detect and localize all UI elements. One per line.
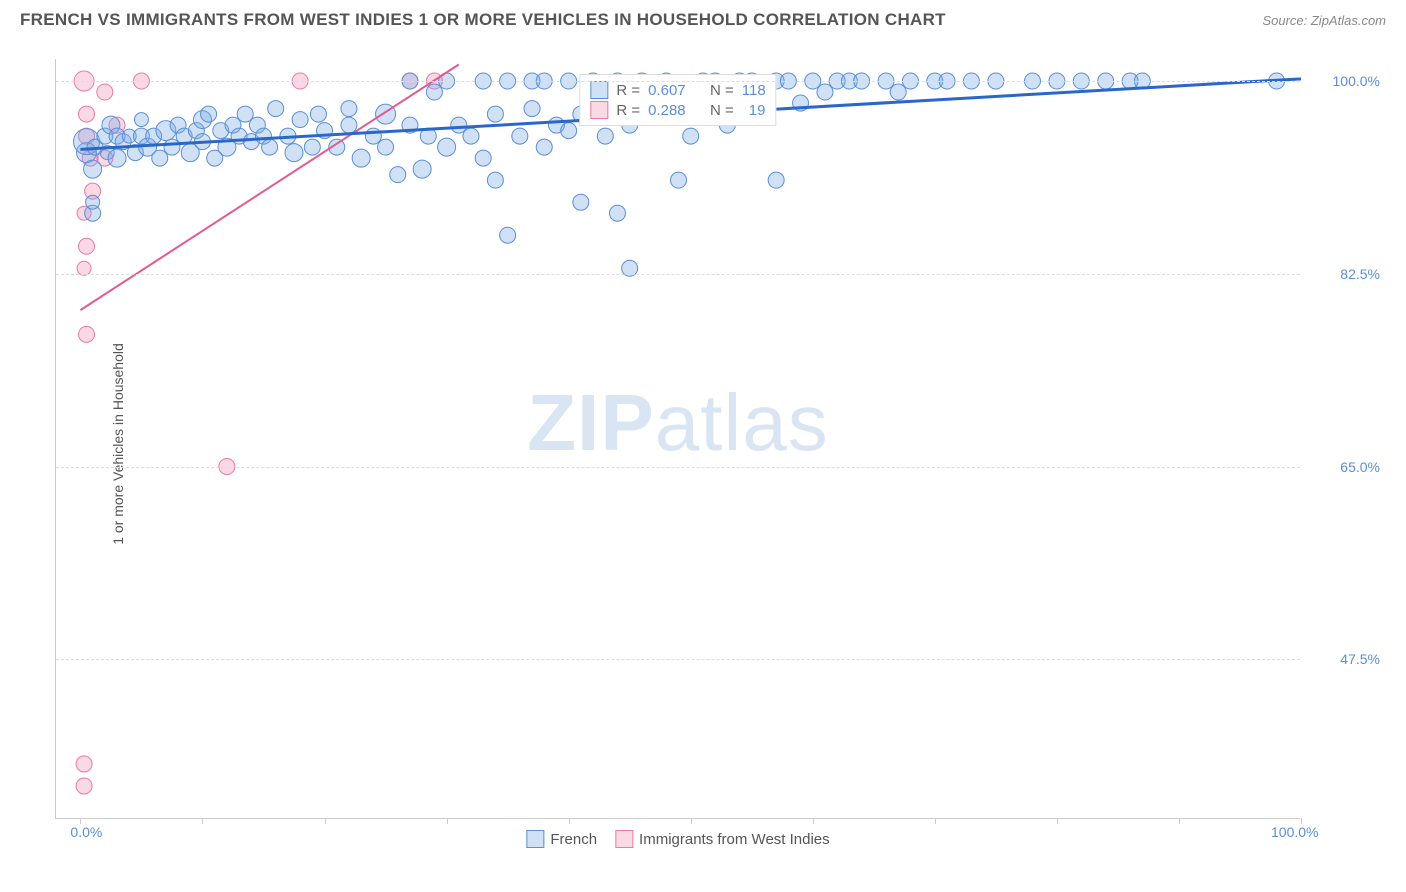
- y-tick-label: 65.0%: [1340, 459, 1380, 475]
- n-label: N =: [710, 82, 734, 99]
- data-point: [79, 238, 95, 254]
- data-point: [341, 101, 357, 117]
- x-tick: [813, 818, 814, 824]
- data-point: [365, 128, 381, 144]
- data-point: [108, 149, 126, 167]
- x-tick: [569, 818, 570, 824]
- x-tick: [1179, 818, 1180, 824]
- data-point: [76, 778, 92, 794]
- r-value-wi: 0.288: [648, 102, 686, 119]
- data-point: [573, 194, 589, 210]
- legend-item-wi: Immigrants from West Indies: [615, 830, 830, 848]
- gridline: [56, 274, 1300, 275]
- data-point: [463, 128, 479, 144]
- x-tick: [1057, 818, 1058, 824]
- data-point: [390, 167, 406, 183]
- swatch-french-icon: [526, 830, 544, 848]
- legend-label-wi: Immigrants from West Indies: [639, 831, 830, 848]
- data-point: [524, 101, 540, 117]
- data-point: [86, 195, 100, 209]
- data-point: [378, 139, 394, 155]
- data-point: [79, 106, 95, 122]
- source-label: Source: ZipAtlas.com: [1262, 13, 1386, 28]
- data-point: [671, 172, 687, 188]
- plot-area: ZIPatlas R = 0.607 N = 118 R = 0.288 N =…: [55, 59, 1300, 819]
- y-tick-label: 82.5%: [1340, 266, 1380, 282]
- data-point: [597, 128, 613, 144]
- x-tick: [202, 818, 203, 824]
- y-tick-label: 47.5%: [1340, 651, 1380, 667]
- data-point: [438, 138, 456, 156]
- data-point: [413, 160, 431, 178]
- data-point: [451, 117, 467, 133]
- data-point: [268, 101, 284, 117]
- n-value-french: 118: [742, 82, 766, 99]
- legend-stats-row-french: R = 0.607 N = 118: [590, 81, 765, 99]
- x-tick: [935, 818, 936, 824]
- x-tick: [325, 818, 326, 824]
- data-point: [310, 106, 326, 122]
- data-point: [152, 150, 168, 166]
- gridline: [56, 467, 1300, 468]
- data-point: [76, 756, 92, 772]
- data-point: [512, 128, 528, 144]
- data-point: [341, 117, 357, 133]
- chart-container: 1 or more Vehicles in Household ZIPatlas…: [35, 44, 1385, 844]
- x-tick-label-min: 0.0%: [70, 824, 102, 840]
- chart-title: FRENCH VS IMMIGRANTS FROM WEST INDIES 1 …: [20, 10, 946, 30]
- swatch-wi-icon: [590, 101, 608, 119]
- r-value-french: 0.607: [648, 82, 686, 99]
- data-point: [426, 84, 442, 100]
- data-point: [304, 139, 320, 155]
- data-point: [890, 84, 906, 100]
- r-label: R =: [616, 82, 640, 99]
- y-tick-label: 100.0%: [1333, 73, 1380, 89]
- data-point: [817, 84, 833, 100]
- n-value-wi: 19: [742, 102, 766, 119]
- x-tick-label-max: 100.0%: [1271, 824, 1318, 840]
- data-point: [285, 144, 303, 162]
- legend-series: French Immigrants from West Indies: [526, 830, 829, 848]
- data-point: [134, 113, 148, 127]
- swatch-wi-icon: [615, 830, 633, 848]
- x-tick: [691, 818, 692, 824]
- data-point: [201, 106, 217, 122]
- x-tick: [447, 818, 448, 824]
- data-point: [352, 149, 370, 167]
- data-point: [84, 160, 102, 178]
- data-point: [292, 112, 308, 128]
- data-point: [475, 150, 491, 166]
- data-point: [97, 84, 113, 100]
- data-point: [536, 139, 552, 155]
- data-point: [262, 139, 278, 155]
- legend-label-french: French: [550, 831, 597, 848]
- legend-stats-row-wi: R = 0.288 N = 19: [590, 101, 765, 119]
- data-point: [487, 106, 503, 122]
- data-point: [487, 172, 503, 188]
- gridline: [56, 81, 1300, 82]
- gridline: [56, 659, 1300, 660]
- data-point: [683, 128, 699, 144]
- data-point: [561, 123, 577, 139]
- data-point: [500, 227, 516, 243]
- data-point: [79, 326, 95, 342]
- legend-item-french: French: [526, 830, 597, 848]
- data-point: [609, 205, 625, 221]
- data-point: [768, 172, 784, 188]
- swatch-french-icon: [590, 81, 608, 99]
- data-point: [237, 106, 253, 122]
- data-point: [164, 139, 180, 155]
- scatter-svg: [56, 59, 1301, 819]
- n-label: N =: [710, 102, 734, 119]
- r-label: R =: [616, 102, 640, 119]
